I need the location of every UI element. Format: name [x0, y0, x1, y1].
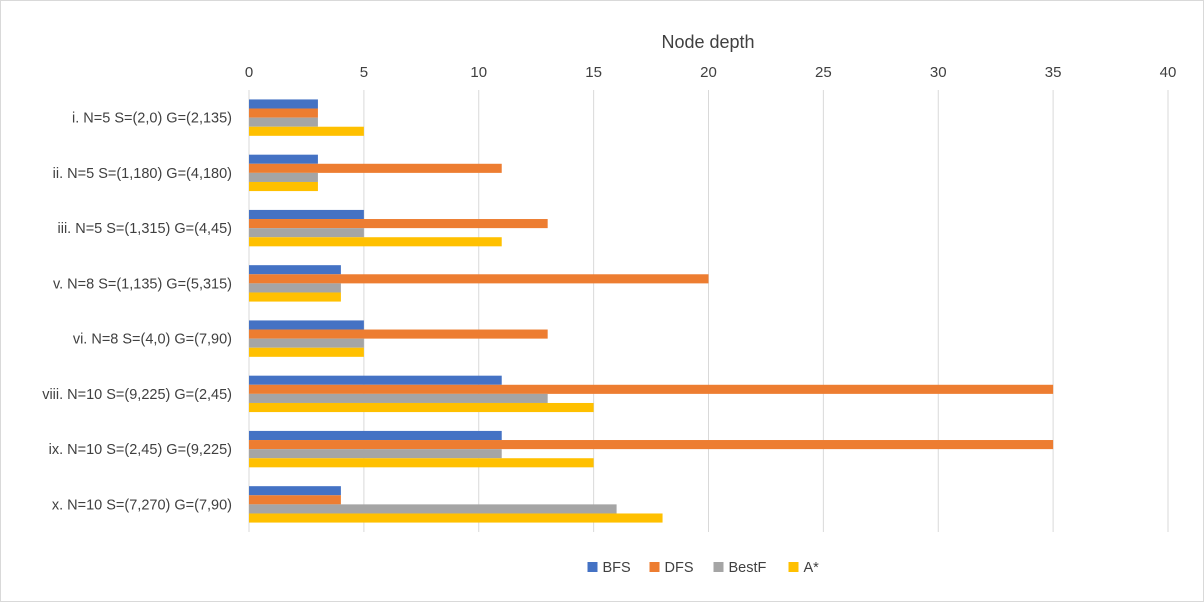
bar-dfs-1 [249, 163, 502, 173]
bar-bestf-0 [249, 117, 318, 127]
bar-bfs-5 [249, 375, 502, 385]
category-label: v. N=8 S=(1,135) G=(5,315) [53, 276, 232, 292]
bar-dfs-0 [249, 108, 318, 118]
legend-label: BFS [603, 560, 631, 576]
legend-swatch [713, 562, 724, 572]
bar-a-5 [249, 402, 594, 413]
category-label: iii. N=5 S=(1,315) G=(4,45) [58, 221, 233, 237]
bar-bfs-0 [249, 99, 318, 109]
bar-bestf-7 [249, 504, 617, 514]
bar-bestf-6 [249, 449, 502, 459]
category-label: x. N=10 S=(7,270) G=(7,90) [52, 497, 232, 513]
bar-bfs-1 [249, 154, 318, 164]
legend-swatch [788, 562, 799, 572]
bar-bfs-3 [249, 265, 341, 275]
bar-bestf-4 [249, 338, 364, 348]
x-tick-label: 40 [1160, 64, 1177, 81]
x-tick-label: 30 [930, 64, 947, 81]
bar-dfs-5 [249, 384, 1054, 394]
bar-a-7 [249, 513, 663, 523]
bar-dfs-6 [249, 440, 1054, 450]
bar-bfs-4 [249, 320, 364, 330]
legend-label: BestF [729, 560, 767, 576]
category-label: viii. N=10 S=(9,225) G=(2,45) [42, 387, 232, 403]
legend: BFS DFS BestF A* [587, 560, 820, 576]
bar-a-1 [249, 181, 318, 192]
x-tick-label: 20 [700, 64, 717, 81]
legend-label: DFS [665, 560, 694, 576]
bar-bfs-7 [249, 486, 341, 496]
bar-bestf-3 [249, 283, 341, 293]
bar-bestf-5 [249, 393, 548, 403]
bar-a-2 [249, 237, 502, 247]
category-label: ii. N=5 S=(1,180) G=(4,180) [53, 166, 232, 182]
category-label: vi. N=8 S=(4,0) G=(7,90) [73, 332, 232, 348]
category-label: ix. N=10 S=(2,45) G=(9,225) [49, 442, 232, 458]
legend-label: A* [804, 560, 820, 576]
x-tick-label: 5 [360, 64, 368, 81]
bars [249, 99, 1054, 523]
x-tick-label: 0 [245, 64, 253, 81]
bar-bestf-2 [249, 228, 364, 238]
bar-dfs-2 [249, 219, 548, 229]
bar-a-3 [249, 292, 341, 302]
x-tick-labels: 0 5 10 15 20 25 30 35 40 [245, 64, 1177, 81]
bar-bfs-2 [249, 209, 364, 220]
x-tick-label: 15 [585, 64, 602, 81]
legend-swatch [587, 562, 598, 572]
bar-a-4 [249, 347, 364, 357]
bar-a-6 [249, 458, 594, 468]
x-axis-title: Node depth [661, 32, 754, 52]
legend-swatch [649, 562, 660, 572]
x-tick-label: 10 [470, 64, 487, 81]
bar-a-0 [249, 126, 364, 136]
bar-bestf-1 [249, 172, 318, 182]
x-tick-label: 35 [1045, 64, 1062, 81]
x-tick-label: 25 [815, 64, 832, 81]
bar-dfs-3 [249, 274, 709, 284]
category-labels: i. N=5 S=(2,0) G=(2,135) ii. N=5 S=(1,180… [42, 111, 232, 514]
bar-bfs-6 [249, 430, 502, 441]
category-label: i. N=5 S=(2,0) G=(2,135) [72, 111, 232, 127]
bar-dfs-7 [249, 495, 341, 505]
bar-dfs-4 [249, 329, 548, 339]
